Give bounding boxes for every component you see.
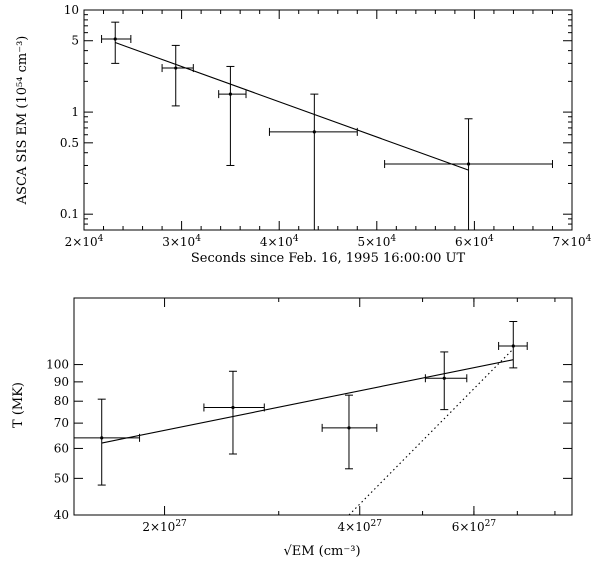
x-tick-label: 6×104 (455, 234, 494, 249)
x-tick-label: 7×104 (553, 234, 592, 249)
y-tick-label: 40 (54, 508, 69, 522)
y-tick-label: 0.5 (60, 136, 79, 150)
point-marker (347, 426, 350, 429)
point-marker (229, 93, 232, 96)
bottom-y-tick-labels: 40 50 60 70 80 90 100 (46, 358, 69, 522)
top-data-points (102, 22, 553, 230)
bottom-x-axis-label: √EM (cm⁻³) (283, 544, 360, 559)
data-point (385, 119, 553, 230)
top-ticks (84, 10, 572, 230)
dotted-model-line (349, 349, 513, 515)
y-tick-label: 10 (64, 3, 79, 17)
y-tick-label: 50 (54, 471, 69, 485)
x-tick-label: 4×1027 (338, 519, 383, 534)
y-tick-label: 1 (71, 105, 79, 119)
emission-measure-panel: 2×104 3×104 4×104 5×104 6×104 7×104 0.1 0.5 1 5 1… (15, 3, 592, 266)
point-marker (443, 377, 446, 380)
x-tick-label: 6×1027 (452, 519, 497, 534)
best-fit-line (115, 43, 468, 171)
y-tick-label: 100 (46, 358, 69, 372)
data-point (322, 395, 377, 469)
top-y-axis-label: ASCA SIS EM (10⁵⁴ cm⁻³) (15, 36, 30, 206)
best-fit-line (102, 360, 514, 443)
x-tick-label: 2×104 (65, 234, 104, 249)
y-tick-label: 0.1 (60, 207, 79, 221)
y-tick-label: 60 (54, 441, 69, 455)
point-marker (174, 66, 177, 69)
x-tick-label: 4×104 (260, 234, 299, 249)
top-y-tick-labels: 0.1 0.5 1 5 10 (60, 3, 79, 221)
point-marker (100, 436, 103, 439)
x-tick-label: 3×104 (162, 234, 201, 249)
point-marker (114, 37, 117, 40)
x-tick-label: 2×1027 (142, 519, 187, 534)
y-tick-label: 90 (54, 375, 69, 389)
bottom-x-tick-labels: 2×1027 4×1027 6×1027 (142, 519, 496, 534)
top-fit-line (115, 43, 468, 171)
y-tick-label: 70 (54, 416, 69, 430)
data-point (425, 352, 466, 410)
top-x-axis-label: Seconds since Feb. 16, 1995 16:00:00 UT (191, 251, 466, 266)
y-tick-label: 80 (54, 394, 69, 408)
data-point (204, 371, 264, 454)
bottom-dotted-line (349, 349, 513, 515)
bottom-plot-frame (74, 298, 572, 515)
bottom-y-axis-label: T (MK) (11, 382, 26, 428)
bottom-ticks (74, 298, 572, 515)
point-marker (231, 406, 234, 409)
bottom-fit-line (102, 360, 514, 443)
temperature-panel: 2×1027 4×1027 6×1027 40 50 60 70 80 90 100 √EM (… (11, 298, 572, 559)
top-x-tick-labels: 2×104 3×104 4×104 5×104 6×104 7×104 (65, 234, 592, 249)
point-marker (313, 130, 316, 133)
point-marker (467, 162, 470, 165)
data-point (499, 321, 528, 367)
data-point (162, 45, 193, 105)
top-plot-frame (84, 10, 572, 230)
x-tick-label: 5×104 (357, 234, 396, 249)
y-tick-label: 5 (71, 34, 79, 48)
point-marker (512, 344, 515, 347)
